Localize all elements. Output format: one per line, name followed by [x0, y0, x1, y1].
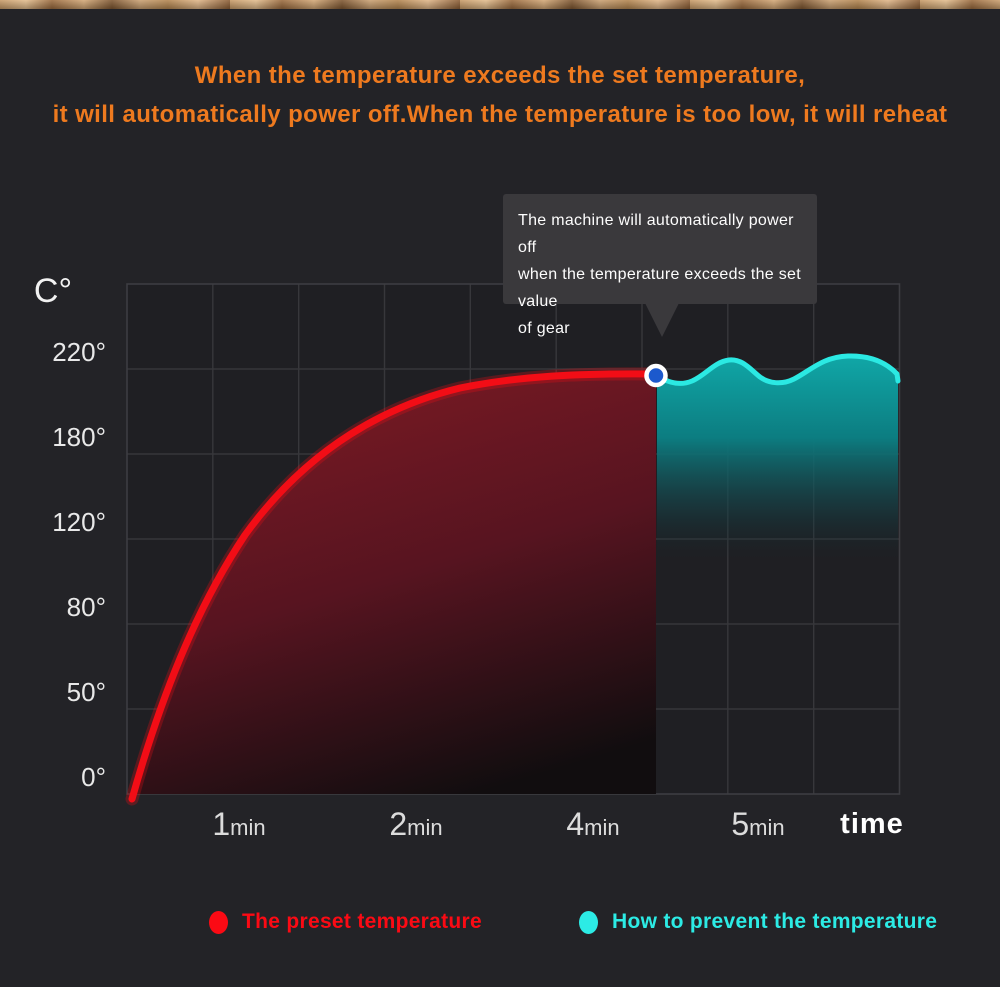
legend-item-preset: The preset temperature [209, 910, 482, 934]
y-tick-120: 120° [52, 507, 106, 537]
x-axis-title: time [840, 808, 904, 840]
prevent-legend-dot-icon [579, 910, 598, 934]
x-tick-5min: 5min [731, 806, 784, 843]
tooltip-line-2: when the temperature exceeds the set val… [518, 266, 801, 310]
x-tick-2min-number: 2 [389, 806, 408, 842]
wood-texture-strip [0, 0, 1000, 9]
y-tick-220: 220° [52, 337, 106, 367]
x-tick-5min-unit: min [749, 815, 785, 840]
headline: When the temperature exceeds the set tem… [0, 56, 1000, 134]
x-tick-2min-unit: min [407, 815, 443, 840]
y-tick-80: 80° [66, 592, 106, 622]
power-off-tooltip: The machine will automatically power off… [503, 194, 817, 337]
x-tick-2min: 2min [389, 806, 442, 843]
y-axis-title: C° [33, 272, 73, 310]
prevent-curve [653, 353, 901, 386]
preset-legend-dot-icon [209, 910, 228, 934]
y-tick-50: 50° [66, 677, 106, 707]
legend-item-prevent: How to prevent the temperature [579, 910, 937, 934]
tooltip-line-3: of gear [518, 320, 570, 337]
prevent-legend-label: How to prevent the temperature [612, 910, 938, 933]
preset-curve [128, 370, 660, 803]
y-tick-0: 0° [81, 762, 106, 792]
x-tick-5min-number: 5 [731, 806, 750, 842]
prevent-area-fill [657, 355, 898, 558]
tooltip-line-1: The machine will automatically power off [518, 212, 794, 256]
x-tick-1min: 1min [212, 806, 265, 843]
tooltip-arrow [645, 303, 679, 337]
x-tick-4min-number: 4 [566, 806, 585, 842]
x-tick-4min: 4min [566, 806, 619, 843]
y-tick-180: 180° [52, 422, 106, 452]
preset-legend-label: The preset temperature [242, 910, 483, 933]
x-tick-1min-number: 1 [212, 806, 231, 842]
power-off-point [644, 363, 668, 388]
headline-line-2: it will automatically power off.When the… [52, 101, 948, 128]
preset-area-fill [132, 373, 656, 799]
x-tick-4min-unit: min [584, 815, 620, 840]
x-tick-1min-unit: min [230, 815, 266, 840]
headline-line-1: When the temperature exceeds the set tem… [194, 62, 806, 89]
